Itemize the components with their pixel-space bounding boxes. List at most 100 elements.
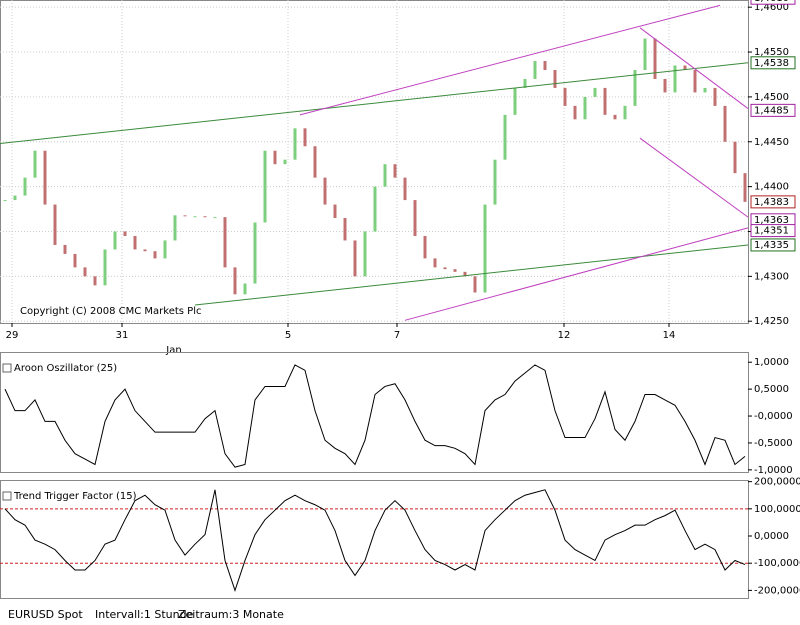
x-tick-label: 5 xyxy=(285,330,291,341)
copyright: Copyright (C) 2008 CMC Markets Plc xyxy=(20,306,201,317)
price-bar xyxy=(53,204,57,245)
footer-interval: Intervall:1 Stunde xyxy=(95,608,194,621)
price-label-box xyxy=(750,238,796,252)
price-bar xyxy=(523,78,527,88)
price-bar xyxy=(213,217,217,219)
price-bar xyxy=(683,65,687,70)
price-bar xyxy=(493,159,497,205)
price-label: 1,4351 xyxy=(754,226,789,237)
price-bar xyxy=(503,114,507,160)
price-bar xyxy=(203,216,207,218)
price-bar xyxy=(613,114,617,120)
price-bar xyxy=(643,38,647,70)
price-bar xyxy=(333,204,337,219)
footer-range: Zeitraum:3 Monate xyxy=(178,608,284,621)
price-bar xyxy=(393,164,397,178)
trend-line xyxy=(404,227,749,321)
price-bar xyxy=(723,105,727,142)
price-label-box xyxy=(750,224,796,238)
price-bar xyxy=(483,204,487,293)
price-bar xyxy=(553,69,557,88)
price-bar xyxy=(103,249,107,286)
price-bar xyxy=(303,128,307,147)
price-bar xyxy=(663,78,667,93)
price-bar xyxy=(73,253,77,268)
price-bar xyxy=(23,177,27,196)
trend-line xyxy=(639,137,749,218)
indicator-line xyxy=(4,364,746,468)
y-tick-label: 1,4450 xyxy=(754,137,789,148)
price-bar xyxy=(363,231,367,277)
panel-frame xyxy=(0,480,749,599)
price-bar xyxy=(693,69,697,93)
y-tick-label: -0,5000 xyxy=(754,438,793,449)
price-bar xyxy=(93,276,97,286)
price-bar xyxy=(193,216,197,218)
y-tick-label: 1,4600 xyxy=(754,2,789,13)
y-tick-label: 0,5000 xyxy=(754,384,789,395)
price-bar xyxy=(13,195,17,201)
footer-symbol: EURUSD Spot xyxy=(8,608,83,621)
price-bar xyxy=(133,235,137,250)
panel-frame xyxy=(0,0,749,324)
price-bar xyxy=(283,159,287,165)
y-tick-label: -100,0000 xyxy=(754,558,800,569)
price-bar xyxy=(743,173,747,202)
price-bar xyxy=(323,177,327,205)
price-bar xyxy=(113,231,117,250)
price-bar xyxy=(173,215,177,241)
price-bar xyxy=(183,215,187,217)
price-label-box xyxy=(750,56,796,70)
x-tick-label: 14 xyxy=(663,330,676,341)
price-bar xyxy=(163,240,167,259)
price-bar xyxy=(223,217,227,268)
price-label: 1,4538 xyxy=(754,58,789,69)
price-label: 1,4485 xyxy=(754,105,789,116)
y-tick-label: -200,0000 xyxy=(754,585,800,596)
y-tick-label: 1,4500 xyxy=(754,92,789,103)
price-label: 1,4363 xyxy=(754,215,789,226)
y-tick-label: 200,0000 xyxy=(754,477,800,488)
x-tick-label: 29 xyxy=(6,330,19,341)
y-tick-label: 1,4250 xyxy=(754,316,789,327)
price-label-box xyxy=(750,195,796,209)
price-bar xyxy=(233,267,237,295)
price-bar xyxy=(423,235,427,259)
y-tick-label: 1,4400 xyxy=(754,182,789,193)
price-bar xyxy=(513,87,517,115)
price-bar xyxy=(733,141,737,174)
price-bar xyxy=(573,105,577,120)
price-bar xyxy=(653,38,657,79)
price-bar xyxy=(703,87,707,93)
price-bar xyxy=(583,96,587,120)
price-label: 1,4610 xyxy=(754,0,789,4)
panel-title: Aroon Oszillator (25) xyxy=(14,363,117,374)
price-bar xyxy=(3,200,7,202)
x-tick-label: 12 xyxy=(558,330,571,341)
x-caption: Jan xyxy=(165,345,181,356)
price-bar xyxy=(623,105,627,120)
y-tick-label: 1,4550 xyxy=(754,47,789,58)
price-bar xyxy=(293,128,297,160)
x-tick-label: 7 xyxy=(394,330,400,341)
price-bar xyxy=(373,186,377,232)
price-bar xyxy=(43,150,47,205)
y-tick-label: 1,4300 xyxy=(754,271,789,282)
price-bar xyxy=(603,87,607,115)
price-bar xyxy=(403,177,407,201)
price-label: 1,4383 xyxy=(754,197,789,208)
price-bar xyxy=(413,200,417,236)
price-label-box xyxy=(750,0,796,5)
price-bar xyxy=(673,65,677,93)
price-bar xyxy=(353,240,357,277)
price-bar xyxy=(153,251,157,259)
panel-close-icon xyxy=(2,363,12,373)
x-tick-label: 31 xyxy=(116,330,129,341)
y-tick-label: 100,0000 xyxy=(754,504,800,515)
trend-line xyxy=(639,27,749,109)
price-bar xyxy=(473,276,477,293)
trend-line xyxy=(0,62,749,145)
price-bar xyxy=(263,150,267,223)
